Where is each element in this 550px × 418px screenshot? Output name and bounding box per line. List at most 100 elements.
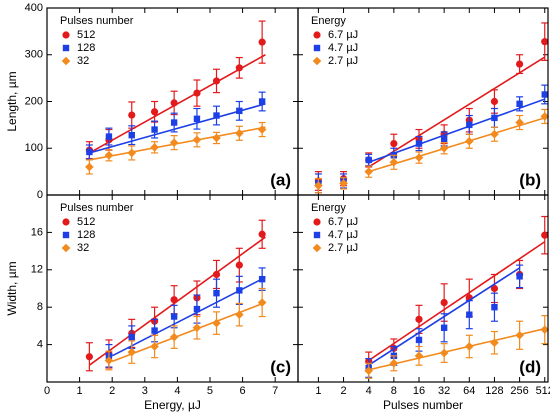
point: [540, 112, 550, 121]
point: [364, 366, 373, 376]
x-axis-title: Energy, µJ: [144, 398, 201, 412]
x-tick-label: 4: [174, 385, 180, 397]
point: [515, 330, 524, 340]
point: [491, 114, 498, 122]
legend-label: 128: [77, 229, 95, 241]
point: [192, 135, 202, 145]
point: [128, 111, 136, 119]
x-tick-label: 6: [240, 385, 246, 397]
point: [439, 143, 449, 153]
point: [170, 313, 178, 320]
point: [541, 38, 549, 46]
legend-label: 2.7 µJ: [328, 55, 358, 67]
legend-marker: [61, 243, 71, 253]
point: [193, 305, 201, 313]
point: [104, 150, 114, 160]
point: [212, 270, 221, 279]
x-tick-label: 7: [272, 385, 278, 397]
legend-marker: [312, 243, 322, 253]
point: [515, 118, 524, 127]
point: [150, 143, 159, 152]
x-tick-label: 2: [340, 385, 346, 397]
y-tick-label: 300: [25, 49, 43, 61]
point: [235, 128, 244, 138]
legend-title: Energy: [311, 15, 346, 27]
point: [235, 261, 243, 269]
legend-marker: [313, 31, 321, 39]
point: [127, 347, 137, 357]
fit-line: [368, 241, 546, 362]
legend-label: 512: [77, 216, 95, 228]
legend-marker: [61, 56, 71, 66]
y-tick-label: 8: [37, 301, 43, 313]
legend-marker: [313, 218, 321, 226]
point: [464, 136, 474, 146]
point: [192, 323, 202, 333]
x-tick-label: 256: [510, 385, 528, 397]
point: [236, 107, 243, 115]
y-tick-label: 0: [37, 189, 43, 201]
point: [415, 315, 423, 323]
point: [466, 121, 473, 129]
legend-label: 4.7 µJ: [328, 42, 358, 54]
legend-title: Pulses number: [60, 15, 134, 27]
legend-label: 6.7 µJ: [328, 29, 358, 41]
panel-label: (c): [270, 357, 291, 376]
point: [314, 181, 323, 190]
x-tick-label: 8: [391, 385, 397, 397]
point: [490, 129, 499, 139]
fit-line: [368, 56, 546, 168]
point: [127, 148, 137, 158]
legend-marker: [62, 218, 70, 226]
point: [515, 60, 524, 68]
x-tick-label: 0: [44, 385, 50, 397]
point: [105, 133, 113, 140]
point: [151, 327, 158, 334]
point: [86, 148, 93, 156]
point: [257, 125, 267, 134]
legend-label: 4.7 µJ: [328, 229, 358, 241]
point: [490, 284, 499, 293]
x-tick-label: 2: [109, 385, 115, 397]
legend-label: 128: [77, 42, 95, 54]
x-tick-label: 4: [366, 385, 372, 397]
legend-marker: [312, 56, 322, 66]
x-tick-label: 64: [463, 385, 475, 397]
legend-label: 32: [77, 55, 89, 67]
y-tick-label: 12: [31, 264, 43, 276]
point: [213, 112, 220, 119]
x-tick-label: 32: [438, 385, 450, 397]
point: [150, 342, 159, 351]
point: [389, 359, 399, 368]
point: [440, 298, 448, 307]
fit-line: [89, 103, 266, 154]
point: [414, 351, 424, 361]
legend-title: Energy: [311, 202, 346, 214]
fit-line: [368, 327, 545, 371]
x-tick-label: 3: [142, 385, 148, 397]
point: [169, 138, 179, 147]
y-tick-label: 16: [31, 226, 43, 238]
x-tick-label: 5: [207, 385, 213, 397]
point: [414, 153, 424, 162]
point: [128, 333, 135, 341]
x-tick-label: 16: [413, 385, 425, 397]
point: [150, 108, 159, 116]
point: [258, 98, 266, 105]
point: [193, 115, 201, 122]
fit-line: [368, 98, 546, 164]
point: [170, 119, 178, 126]
x-tick-label: 128: [485, 385, 503, 397]
point: [541, 231, 549, 239]
point: [257, 298, 267, 307]
y-axis-title: Length, µm: [5, 71, 19, 131]
y-tick-label: 100: [25, 142, 43, 154]
point: [258, 275, 266, 283]
point: [85, 162, 94, 172]
x-axis-title: Pulses number: [383, 398, 463, 412]
point: [516, 100, 523, 108]
point: [440, 324, 448, 331]
legend-marker: [313, 44, 321, 52]
point: [541, 91, 548, 98]
point: [339, 179, 348, 188]
